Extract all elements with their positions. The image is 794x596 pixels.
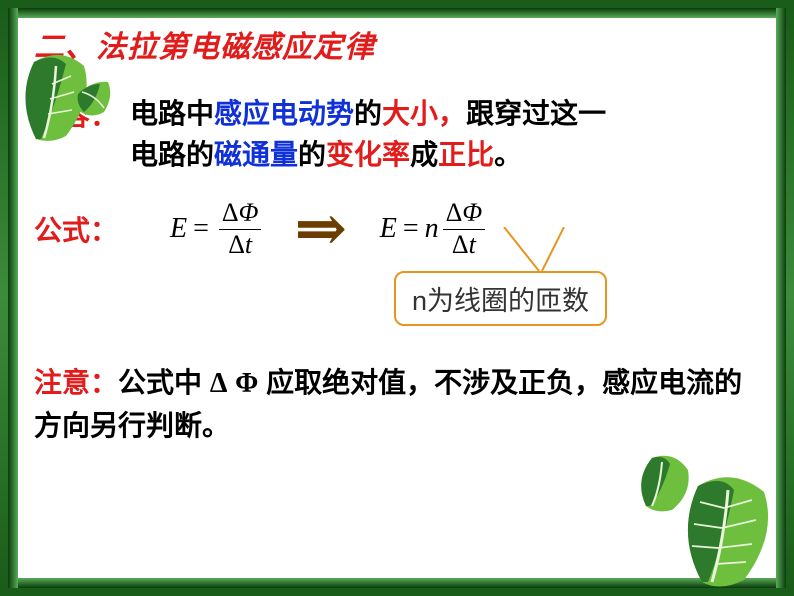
f2-dent: t bbox=[469, 230, 476, 259]
note-block: 注意：公式中 Δ Φ 应取绝对值，不涉及正负，感应电流的方向另行判断。 bbox=[34, 362, 760, 447]
n1: 公式中 bbox=[118, 367, 202, 398]
border-left bbox=[8, 8, 18, 588]
note-label: 注意： bbox=[34, 367, 118, 398]
f2-eq: = bbox=[403, 213, 419, 245]
f2-num: ΔΦ bbox=[443, 199, 486, 230]
content-label: 内容： bbox=[34, 94, 130, 134]
t8: 磁通量 bbox=[214, 139, 298, 170]
callout-connector-icon bbox=[494, 227, 584, 275]
t4: 大小， bbox=[382, 98, 466, 129]
f2-nump: Φ bbox=[462, 198, 482, 227]
t2: 感应电动势 bbox=[214, 98, 354, 129]
formula-1: E = ΔΦ Δt bbox=[170, 199, 261, 259]
n3: Φ bbox=[235, 368, 258, 399]
formula-colon: ： bbox=[90, 215, 118, 246]
formula-label: 公式： bbox=[34, 209, 130, 249]
f1-numd: Δ bbox=[222, 198, 239, 227]
f1-dend: Δ bbox=[228, 230, 245, 259]
f1-frac: ΔΦ Δt bbox=[219, 199, 262, 259]
formula-row: 公式： E = ΔΦ Δt ⇒ E = n ΔΦ Δt bbox=[34, 199, 760, 259]
f1-dent: t bbox=[245, 230, 252, 259]
f1-den: Δt bbox=[225, 230, 255, 260]
f2-lhs: E bbox=[380, 213, 397, 245]
f1-lhs: E bbox=[170, 213, 187, 245]
content-area: 二、法拉第电磁感应定律 内容： 电路中感应电动势的大小，跟穿过这一 电路的磁通量… bbox=[18, 18, 776, 578]
n2: Δ bbox=[210, 368, 228, 399]
content-row: 内容： 电路中感应电动势的大小，跟穿过这一 电路的磁通量的变化率成正比。 bbox=[34, 94, 760, 175]
formula-2: E = n ΔΦ Δt bbox=[380, 199, 485, 259]
t10: 变化率 bbox=[326, 139, 410, 170]
t5: 跟穿过这 bbox=[466, 98, 578, 129]
slide: 二、法拉第电磁感应定律 内容： 电路中感应电动势的大小，跟穿过这一 电路的磁通量… bbox=[0, 0, 794, 596]
t9: 的 bbox=[298, 139, 326, 170]
t3: 的 bbox=[354, 98, 382, 129]
arrow-icon: ⇒ bbox=[295, 214, 345, 244]
f2-n: n bbox=[425, 213, 439, 245]
formula-label-text: 公式 bbox=[34, 215, 90, 246]
callout-box: n为线圈的匝数 bbox=[394, 271, 607, 326]
f2-dend: Δ bbox=[452, 230, 469, 259]
callout-wrap: n为线圈的匝数 bbox=[394, 271, 760, 326]
t11: 成 bbox=[410, 139, 438, 170]
border-top bbox=[8, 8, 786, 18]
content-text: 电路中感应电动势的大小，跟穿过这一 电路的磁通量的变化率成正比。 bbox=[130, 94, 606, 175]
t12: 正比 bbox=[438, 139, 494, 170]
f1-nump: Φ bbox=[239, 198, 259, 227]
t1: 电路中 bbox=[130, 98, 214, 129]
border-right bbox=[776, 8, 786, 588]
f2-frac: ΔΦ Δt bbox=[443, 199, 486, 259]
t7: 电路的 bbox=[130, 139, 214, 170]
f1-num: ΔΦ bbox=[219, 199, 262, 230]
f2-numd: Δ bbox=[446, 198, 463, 227]
slide-title: 二、法拉第电磁感应定律 bbox=[34, 22, 760, 66]
border-bottom bbox=[8, 578, 786, 588]
t13: 。 bbox=[494, 139, 522, 170]
f1-eq: = bbox=[193, 213, 209, 245]
t6: 一 bbox=[578, 98, 606, 129]
f2-den: Δt bbox=[449, 230, 479, 260]
